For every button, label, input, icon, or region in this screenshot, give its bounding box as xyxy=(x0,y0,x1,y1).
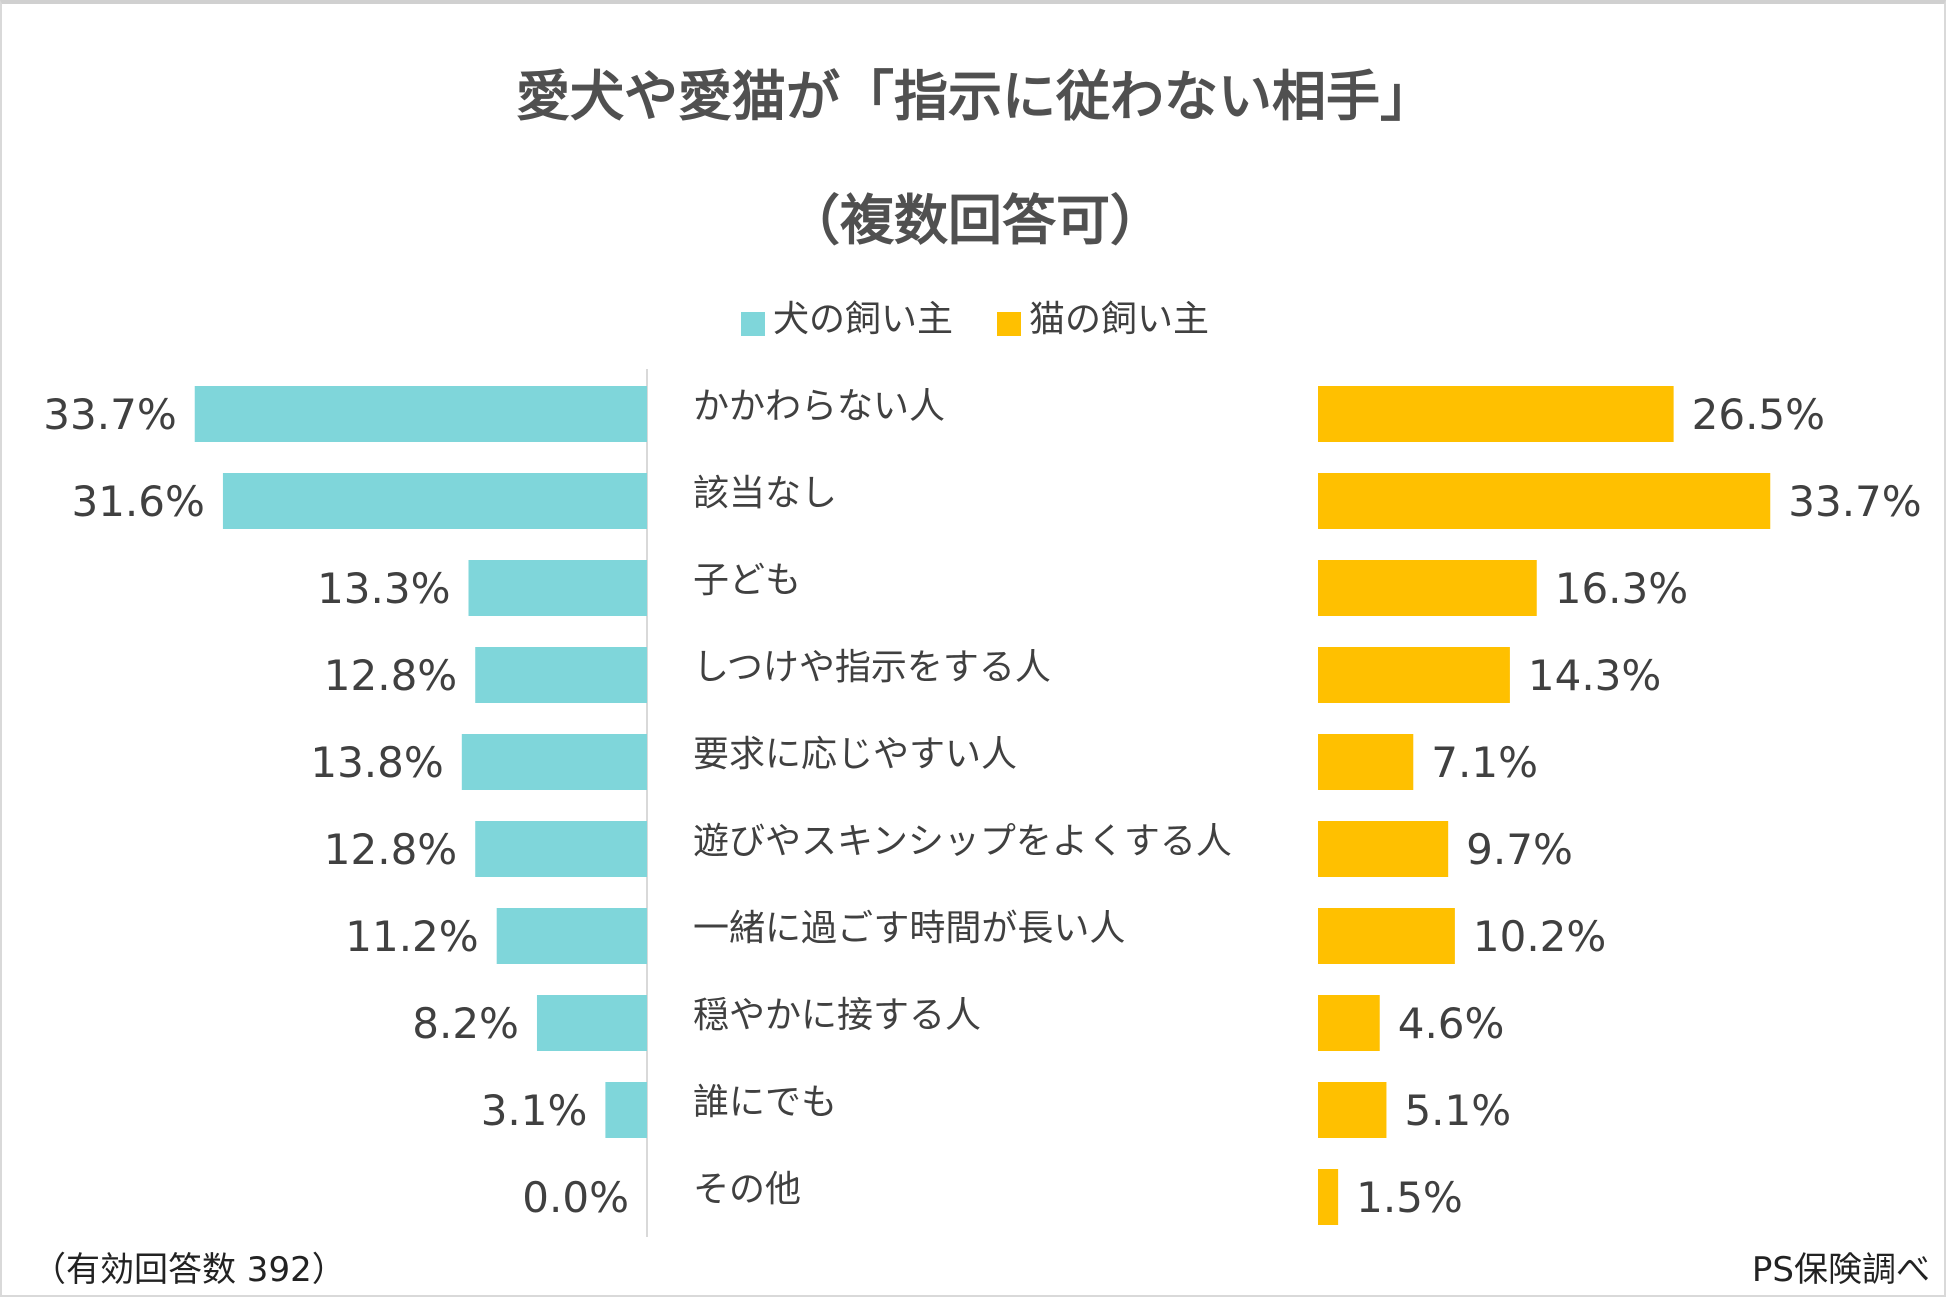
bar-dog xyxy=(475,821,647,877)
bar-cat xyxy=(1318,1169,1339,1225)
legend-item-dog: 犬の飼い主 xyxy=(740,290,953,342)
legend-label-cat: 猫の飼い主 xyxy=(1029,299,1210,340)
category-label: 子ども xyxy=(693,560,801,601)
bar-dog xyxy=(496,908,647,964)
category-label: 一緒に過ごす時間が長い人 xyxy=(693,908,1125,949)
data-label-cat: 1.5% xyxy=(1356,1173,1463,1222)
data-label-dog: 11.2% xyxy=(345,912,478,961)
category-label: その他 xyxy=(693,1169,801,1210)
bar-dog xyxy=(222,473,648,529)
data-label-dog: 3.1% xyxy=(481,1086,588,1135)
data-label-cat: 16.3% xyxy=(1555,564,1688,613)
data-label-cat: 14.3% xyxy=(1528,651,1661,700)
data-label-dog: 12.8% xyxy=(324,825,457,874)
data-label-dog: 33.7% xyxy=(43,390,176,439)
bar-cat xyxy=(1318,995,1380,1051)
bar-dog xyxy=(475,647,647,703)
bar-dog xyxy=(194,386,647,442)
bar-dog xyxy=(468,560,647,616)
category-label: 穏やかに接する人 xyxy=(693,995,981,1036)
category-label: 要求に応じやすい人 xyxy=(693,734,1017,775)
data-label-cat: 4.6% xyxy=(1398,999,1505,1048)
bar-cat xyxy=(1318,821,1449,877)
bar-cat xyxy=(1318,734,1414,790)
bar-dog xyxy=(605,1082,647,1138)
data-label-cat: 26.5% xyxy=(1692,390,1825,439)
data-label-dog: 31.6% xyxy=(71,477,204,526)
data-label-cat: 33.7% xyxy=(1788,477,1921,526)
category-label: 誰にでも xyxy=(693,1082,837,1123)
data-label-dog: 8.2% xyxy=(412,999,519,1048)
bar-cat xyxy=(1318,473,1771,529)
data-label-cat: 7.1% xyxy=(1431,738,1538,787)
legend: 犬の飼い主 猫の飼い主 xyxy=(0,290,1950,342)
legend-swatch-dog xyxy=(740,312,765,336)
data-label-dog: 0.0% xyxy=(522,1173,629,1222)
bar-cat xyxy=(1318,1082,1387,1138)
bar-cat xyxy=(1318,647,1510,703)
data-label-cat: 5.1% xyxy=(1404,1086,1511,1135)
data-label-dog: 13.8% xyxy=(310,738,443,787)
bar-cat xyxy=(1318,560,1537,616)
data-label-cat: 10.2% xyxy=(1473,912,1606,961)
category-label: かかわらない人 xyxy=(693,386,945,427)
bar-cat xyxy=(1318,386,1674,442)
chart-title: 愛犬や愛猫が「指示に従わない相手」 xyxy=(516,65,1434,128)
chart-subtitle: （複数回答可） xyxy=(786,189,1164,252)
data-label-dog: 12.8% xyxy=(324,651,457,700)
bar-cat xyxy=(1318,908,1455,964)
category-label: 遊びやスキンシップをよくする人 xyxy=(693,821,1232,862)
legend-swatch-cat xyxy=(997,312,1021,336)
category-label: しつけや指示をする人 xyxy=(693,647,1051,688)
bar-dog xyxy=(461,734,647,790)
legend-item-cat: 猫の飼い主 xyxy=(997,290,1209,342)
source-note: PS保険調べ xyxy=(1751,1250,1930,1290)
data-label-dog: 13.3% xyxy=(317,564,450,613)
sample-size-note: （有効回答数 392） xyxy=(32,1250,346,1290)
legend-label-dog: 犬の飼い主 xyxy=(772,299,953,340)
category-label: 該当なし xyxy=(693,473,837,514)
bar-dog xyxy=(536,995,647,1051)
data-label-cat: 9.7% xyxy=(1466,825,1573,874)
